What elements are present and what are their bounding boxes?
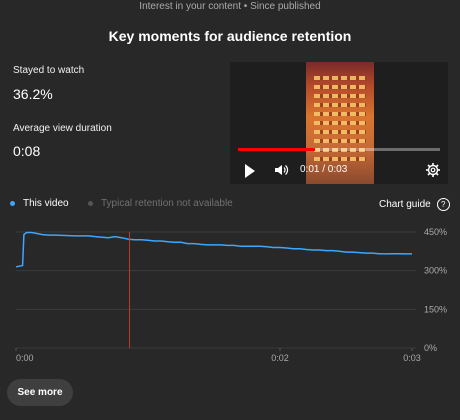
average-view-duration-value: 0:08 [13, 143, 41, 159]
y-tick-label: 150% [424, 304, 447, 314]
x-tick-label: 0:00 [16, 353, 34, 363]
progress-bar[interactable] [238, 148, 440, 151]
legend-typical-retention-label: Typical retention not available [101, 198, 233, 209]
chart-guide-link[interactable]: Chart guide? [379, 198, 450, 211]
settings-icon[interactable] [425, 162, 441, 178]
legend-this-video-label: This video [23, 198, 69, 209]
series-line-this-video [15, 231, 412, 268]
video-player[interactable]: 0:01 / 0:03 [230, 62, 448, 184]
player-controls: 0:01 / 0:03 [230, 158, 448, 184]
page-subheading: Interest in your content • Since publish… [139, 1, 321, 12]
play-icon[interactable] [245, 164, 255, 178]
y-tick-label: 300% [424, 266, 447, 276]
series-dot-icon [88, 200, 93, 206]
retention-chart: 450% 300% 150% 0% 0:00 0:02 0:03 [15, 227, 447, 363]
y-tick-label: 450% [424, 227, 447, 237]
time-display: 0:01 / 0:03 [300, 164, 348, 175]
legend-typical-retention: Typical retention not available [88, 198, 233, 209]
legend-this-video[interactable]: This video [10, 198, 69, 209]
progress-fill [238, 148, 315, 151]
average-view-duration-label: Average view duration [13, 123, 112, 134]
see-more-button[interactable]: See more [7, 379, 73, 406]
page-title: Key moments for audience retention [108, 28, 352, 44]
video-thumbnail [306, 62, 374, 184]
volume-icon[interactable] [273, 162, 289, 178]
stayed-to-watch-label: Stayed to watch [13, 65, 85, 76]
y-tick-label: 0% [424, 343, 437, 353]
chart-guide-label: Chart guide [379, 199, 431, 211]
series-dot-icon [10, 200, 15, 206]
stayed-to-watch-value: 36.2% [13, 86, 53, 102]
x-tick-label: 0:02 [271, 353, 289, 363]
x-tick-label: 0:03 [403, 353, 421, 363]
help-icon[interactable]: ? [436, 198, 450, 211]
